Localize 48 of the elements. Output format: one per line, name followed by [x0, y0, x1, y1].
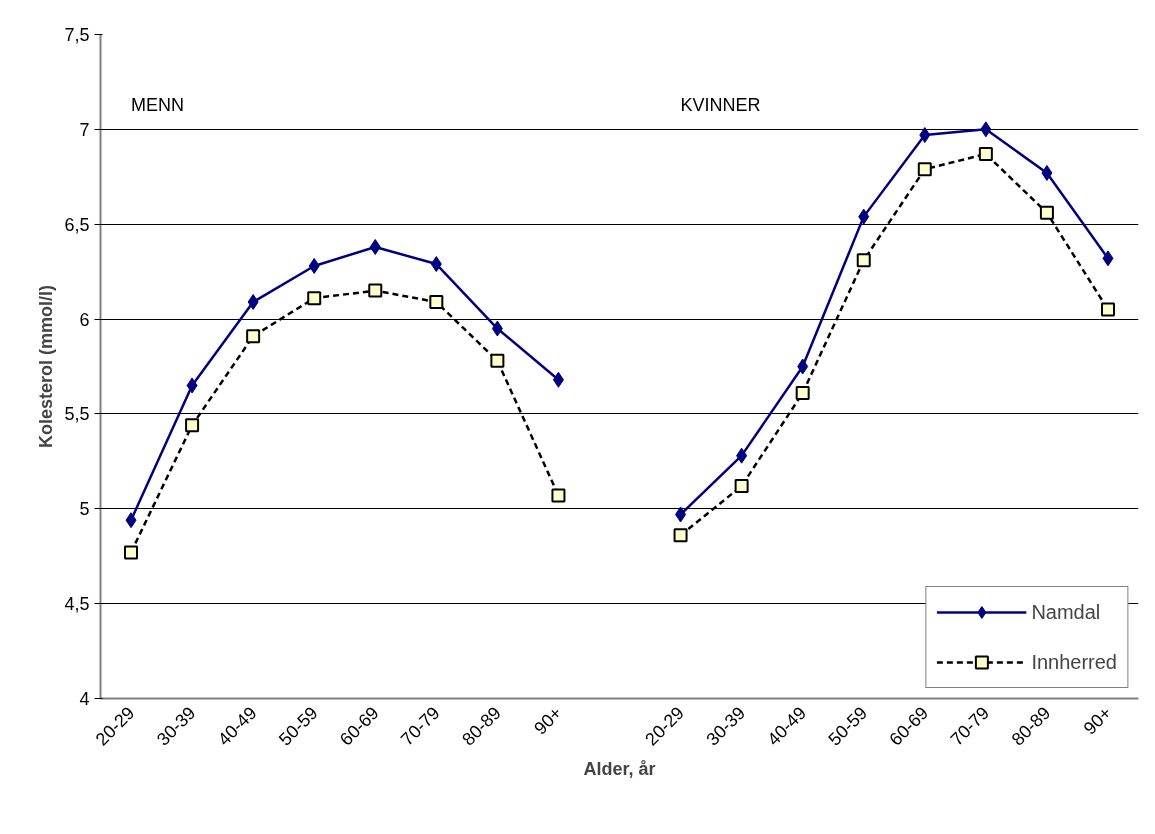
annotation: KVINNER: [680, 94, 761, 115]
y-tick-label: 4: [79, 689, 90, 709]
point: [368, 283, 383, 298]
point: [185, 418, 200, 433]
y-tick-label: 5: [79, 499, 90, 520]
legend-label: Namdal: [1031, 600, 1101, 624]
y-tick-label: 6,5: [64, 214, 90, 235]
point: [980, 121, 992, 138]
point: [917, 162, 932, 177]
point: [308, 257, 320, 274]
y-tick-label: 4,5: [64, 594, 90, 615]
point: [919, 127, 931, 144]
y-tick-label: 7: [79, 119, 90, 140]
point: [1102, 250, 1114, 267]
point: [186, 377, 198, 394]
point: [490, 353, 505, 368]
point: [1039, 205, 1054, 220]
legend-label: Innherred: [1031, 650, 1117, 674]
point: [675, 506, 687, 523]
point: [736, 447, 748, 464]
point: [795, 386, 810, 401]
y-axis-title: Kolesterol (mmol/l): [36, 284, 57, 449]
point: [429, 295, 444, 309]
point: [978, 147, 993, 162]
point: [858, 208, 870, 225]
point: [307, 291, 322, 306]
y-tick-label: 5,5: [64, 404, 90, 425]
y-tick-label: 6: [79, 309, 90, 330]
point: [246, 329, 261, 344]
point: [673, 528, 688, 543]
point: [551, 488, 566, 503]
x-tick-label: 90+: [530, 702, 566, 739]
x-tick-label: 90+: [1079, 702, 1116, 739]
annotation: MENN: [131, 94, 185, 115]
x-axis-title: Alder, år: [583, 759, 656, 780]
point: [1100, 302, 1115, 317]
point: [1041, 164, 1053, 181]
point: [491, 320, 503, 337]
point: [734, 479, 749, 494]
y-tick-label: 7,5: [64, 25, 90, 45]
point: [125, 512, 137, 529]
point: [430, 256, 442, 273]
point: [247, 294, 259, 310]
point: [369, 238, 381, 255]
point: [552, 371, 564, 388]
point: [856, 253, 871, 268]
point: [124, 545, 139, 560]
point: [797, 358, 809, 375]
